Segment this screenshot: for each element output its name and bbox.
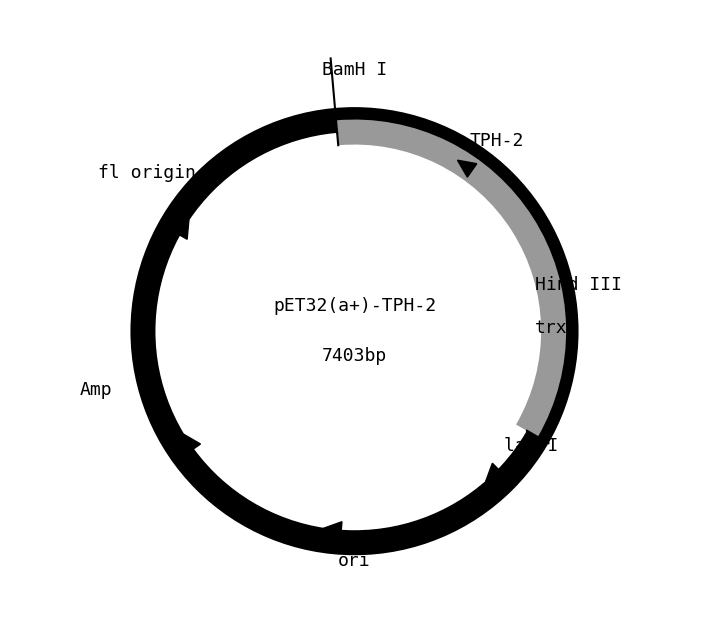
Polygon shape <box>486 463 504 482</box>
Polygon shape <box>457 160 476 177</box>
Text: Hind III: Hind III <box>535 276 622 294</box>
Polygon shape <box>173 220 189 239</box>
Text: ori: ori <box>338 552 371 570</box>
Text: TPH-2: TPH-2 <box>469 132 524 151</box>
Polygon shape <box>184 434 201 454</box>
Text: 7403bp: 7403bp <box>322 347 387 365</box>
Text: trxA: trxA <box>535 319 579 337</box>
Text: lac I: lac I <box>504 438 558 455</box>
Polygon shape <box>323 522 342 538</box>
Text: BamH I: BamH I <box>322 61 387 79</box>
Text: Amp: Amp <box>79 381 112 399</box>
Text: fl origin: fl origin <box>98 164 196 181</box>
Text: pET32(a+)-TPH-2: pET32(a+)-TPH-2 <box>273 298 436 315</box>
